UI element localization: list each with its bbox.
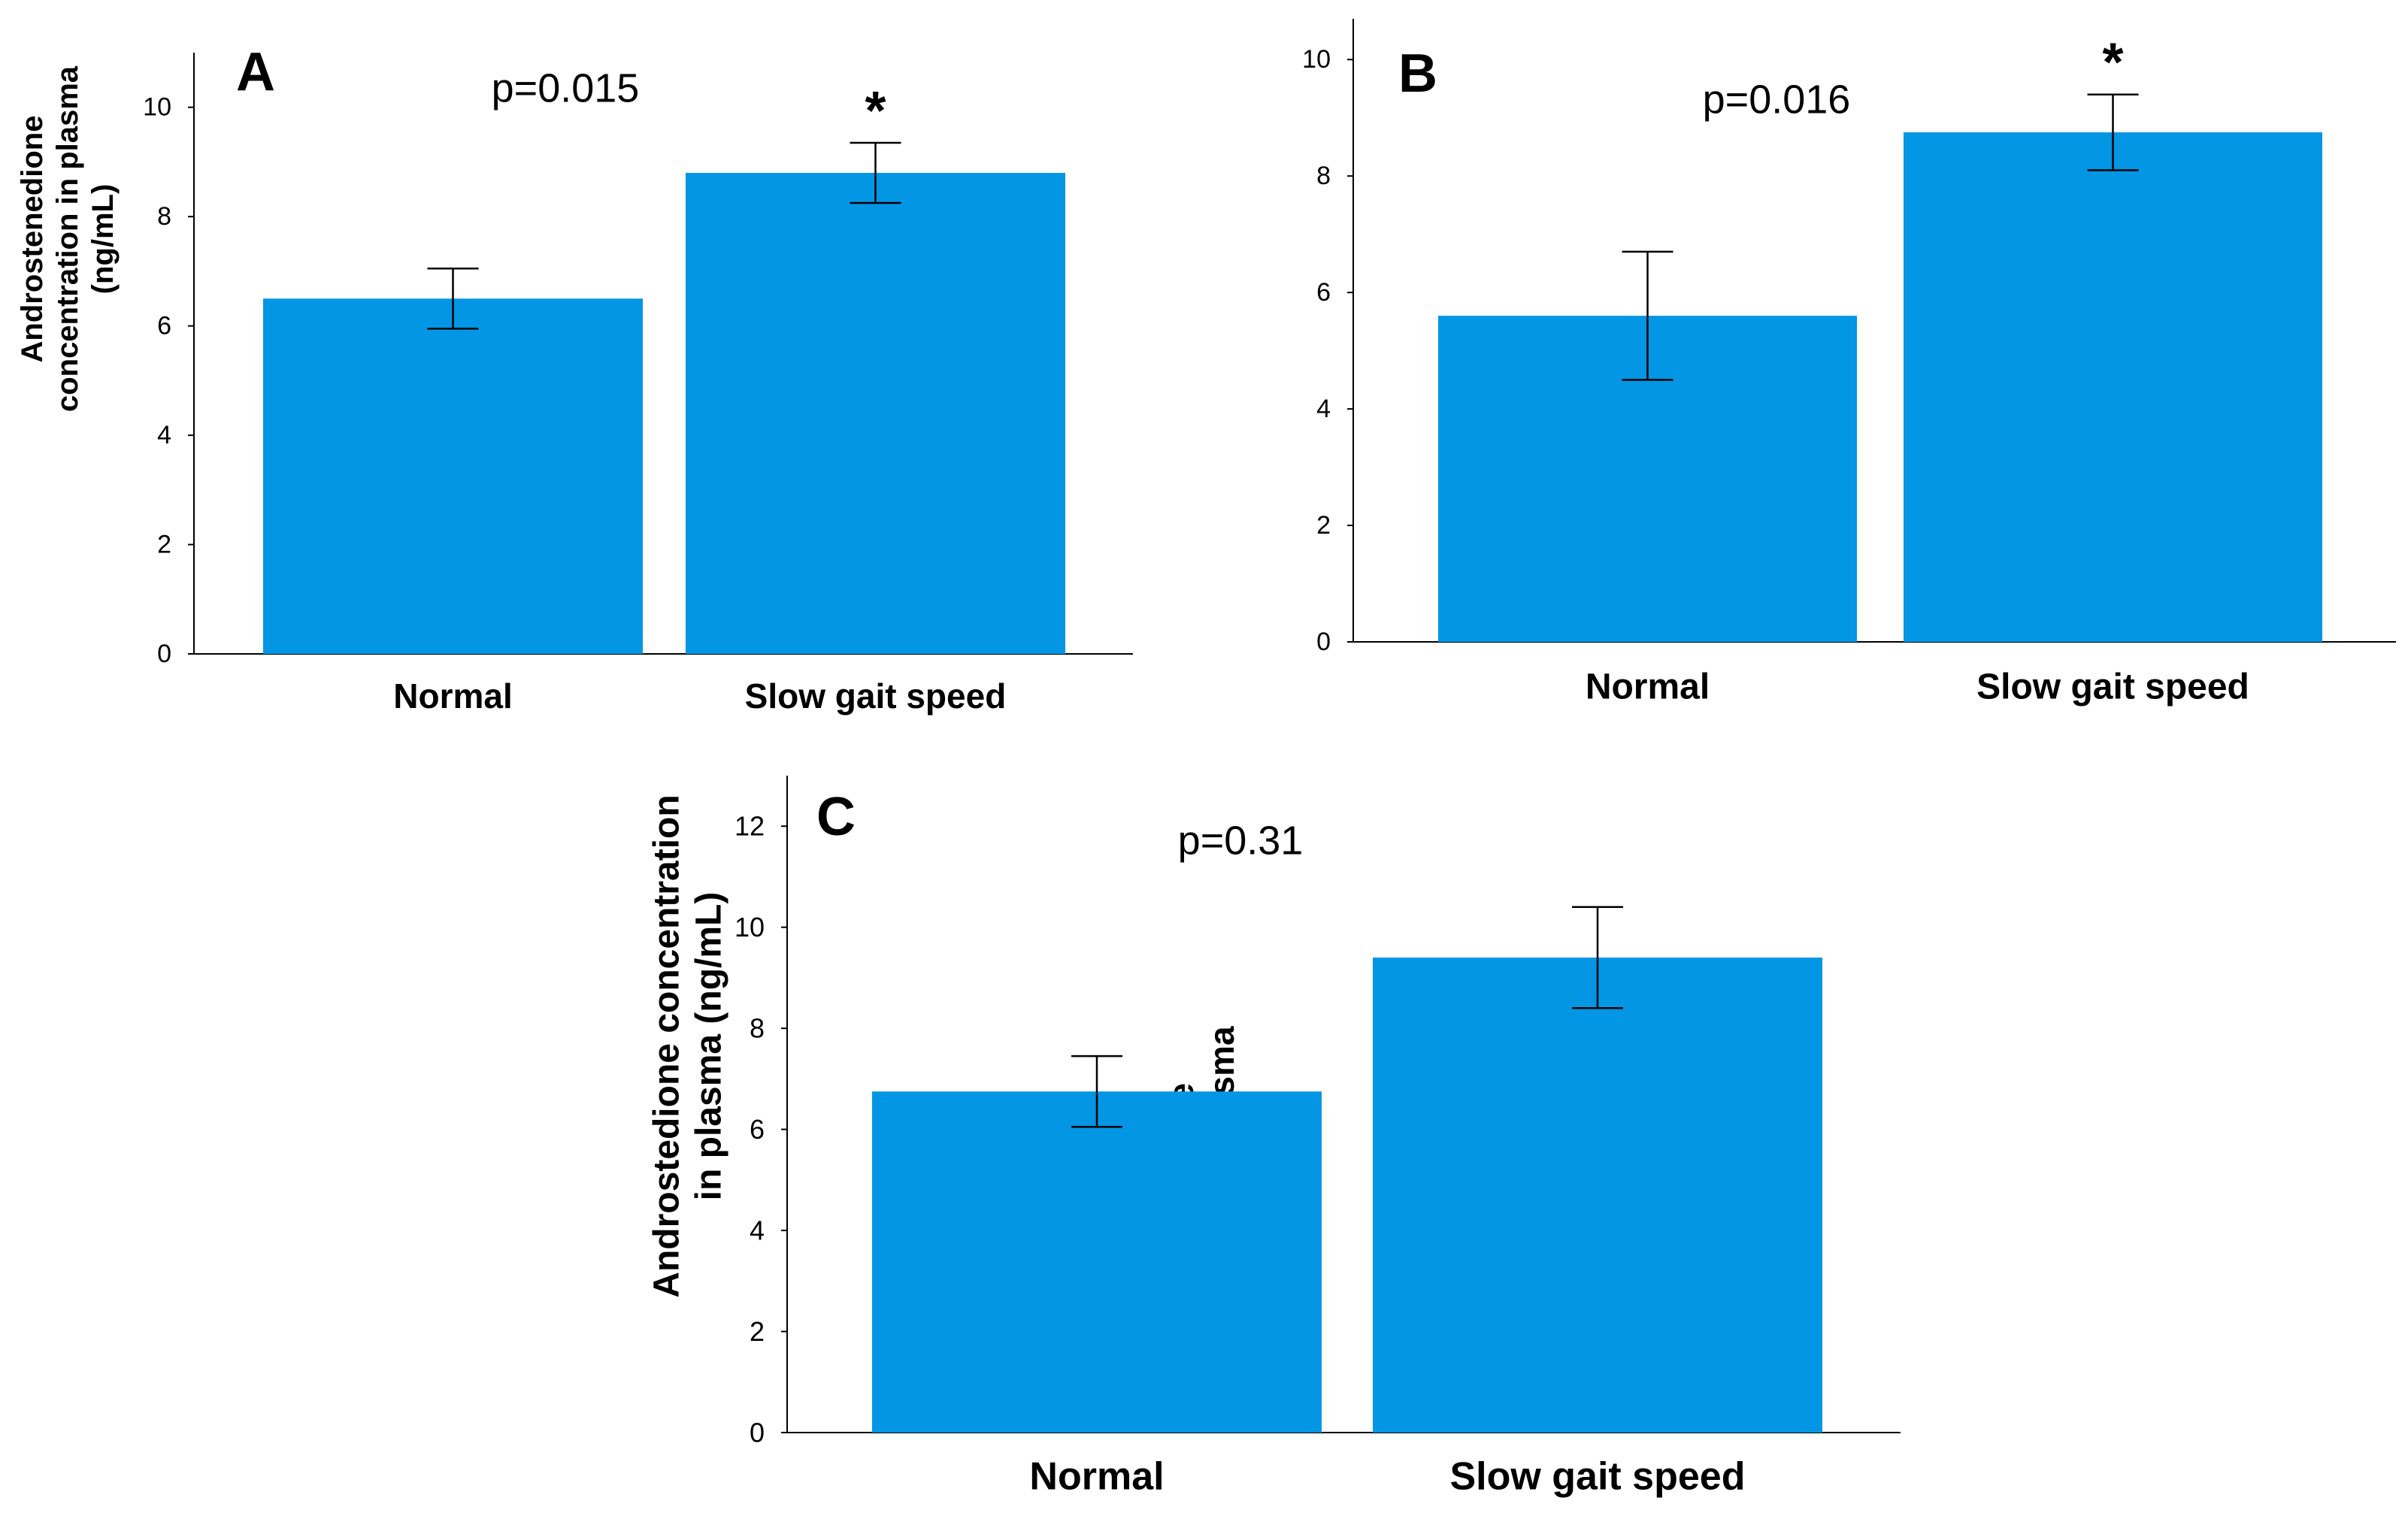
panel-a-bar-slow-gait <box>686 173 1065 654</box>
panel-a-category-label: Normal <box>393 676 512 716</box>
panel-b-y-tick-label: 4 <box>1316 395 1331 423</box>
panel-a-y-tick-label: 8 <box>157 202 171 231</box>
panel-a-y-tick-label: 0 <box>157 640 171 668</box>
panel-a-y-axis-label-line: Androstenedione <box>16 116 49 363</box>
panel-a-y-tick-label: 2 <box>157 531 171 559</box>
panel-c-y-tick-label: 0 <box>750 1418 765 1448</box>
panel-c-p-value: p=0.31 <box>1178 818 1304 863</box>
panel-b-y-tick-label: 10 <box>1302 45 1331 74</box>
panel-c-bar-normal <box>872 1091 1322 1433</box>
panel-a-y-tick-label: 6 <box>157 312 171 340</box>
panel-b-y-tick-label: 6 <box>1316 278 1331 307</box>
panel-c-letter: C <box>816 787 856 847</box>
panel-b-category-label: Slow gait speed <box>1976 667 2249 707</box>
panel-b-y-tick-label: 0 <box>1316 628 1331 656</box>
panel-b-y-tick-label: 8 <box>1316 162 1331 190</box>
panel-b-y-tick-label: 2 <box>1316 511 1331 540</box>
panel-b-bar-slow-gait <box>1904 132 2322 642</box>
panel-c-y-axis-label-line: Androstedione concentration <box>647 794 687 1297</box>
panel-c-y-tick-label: 12 <box>735 811 765 842</box>
panel-b-p-value: p=0.016 <box>1703 77 1851 122</box>
panel-a-letter: A <box>236 42 275 102</box>
panel-c-y-axis-label-line: in plasma (ng/mL) <box>689 892 729 1201</box>
panel-a-category-label: Slow gait speed <box>745 676 1007 716</box>
panel-c-y-axis-label: Androstedione concentrationin plasma (ng… <box>647 794 729 1297</box>
panel-a-p-value: p=0.015 <box>492 65 640 110</box>
panel-c-y-tick-label: 4 <box>750 1215 765 1246</box>
panel-c-y-tick-label: 10 <box>735 912 765 943</box>
panel-c-category-label: Slow gait speed <box>1450 1455 1746 1499</box>
panel-a-y-axis-label-line: concentration in plasma <box>51 65 84 412</box>
panel-b-significance-marker: * <box>2102 33 2123 93</box>
panel-c-y-tick-label: 8 <box>750 1013 765 1044</box>
panel-a-bar-normal <box>263 298 643 654</box>
panel-b-category-label: Normal <box>1586 667 1710 707</box>
panel-c-bar-slow-gait <box>1373 958 1822 1433</box>
panel-a-y-axis-label-line: (ng/mL) <box>86 184 120 295</box>
panel-a-y-axis-label: Androstenedioneconcentration in plasma(n… <box>16 65 120 412</box>
panel-c-category-label: Normal <box>1029 1455 1164 1499</box>
panel-b-letter: B <box>1398 44 1437 104</box>
panel-c-y-tick-label: 6 <box>750 1114 765 1145</box>
panel-a-y-tick-label: 4 <box>157 421 171 449</box>
panel-c-y-tick-label: 2 <box>750 1316 765 1347</box>
panel-a-y-tick-label: 10 <box>143 93 171 122</box>
panel-a-significance-marker: * <box>865 81 886 141</box>
